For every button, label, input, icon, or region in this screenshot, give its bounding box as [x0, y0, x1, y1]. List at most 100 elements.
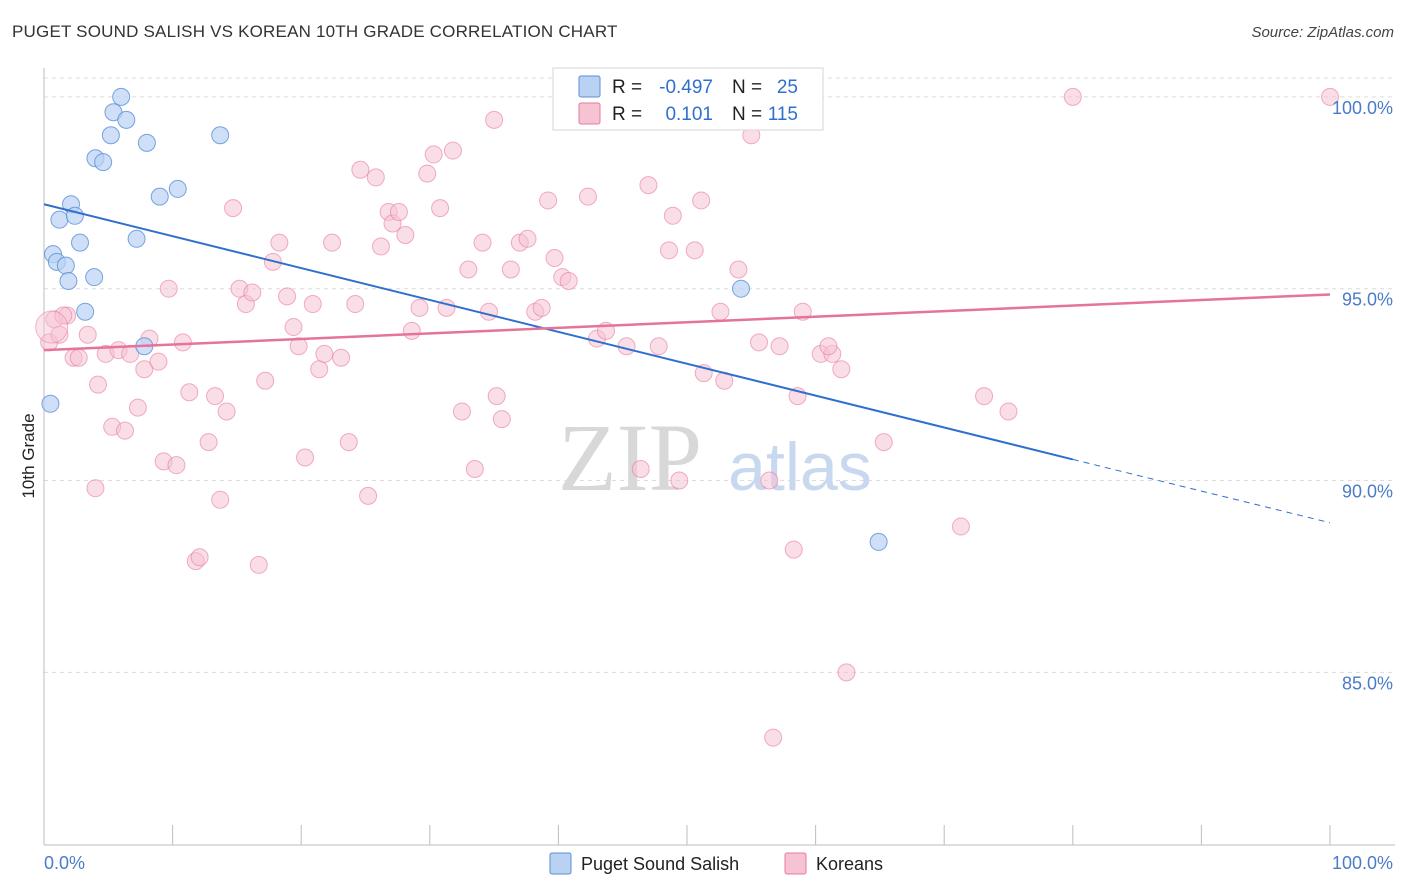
koreans-point — [402, 321, 421, 340]
koreans-point — [173, 333, 192, 352]
koreans-point — [69, 348, 88, 367]
y-axis-label: 10th Grade — [19, 413, 38, 498]
koreans-point — [819, 337, 838, 356]
koreans-point — [211, 490, 230, 509]
puget-sound-salish-point — [56, 256, 75, 275]
koreans-point — [86, 479, 105, 498]
trend-lines — [43, 203, 1331, 524]
koreans-point-large — [35, 310, 69, 344]
puget-sound-salish-point — [117, 110, 136, 129]
correlation-legend: R = -0.497 N = 25 R = 0.101 N = 115 — [552, 67, 824, 131]
koreans-point — [206, 387, 225, 406]
koreans-point — [784, 540, 803, 559]
koreans-point — [371, 237, 390, 256]
koreans-point — [89, 375, 108, 394]
koreans-point — [729, 260, 748, 279]
koreans-point — [303, 295, 322, 314]
legend-swatch-pink — [578, 102, 601, 125]
koreans-point — [545, 248, 564, 267]
series-legend: Puget Sound Salish Koreans — [549, 852, 883, 875]
koreans-point — [159, 279, 178, 298]
legend-swatch-puget — [549, 852, 572, 875]
puget-sound-salish-point — [869, 532, 888, 551]
koreans-point — [135, 360, 154, 379]
legend-n-label-1: N = — [732, 77, 762, 98]
koreans-point — [366, 168, 385, 187]
koreans-point — [465, 460, 484, 479]
koreans-point — [249, 555, 268, 574]
source-label: Source: ZipAtlas.com — [1251, 24, 1394, 41]
koreans-point — [663, 206, 682, 225]
koreans-point — [485, 110, 504, 129]
koreans-point — [487, 387, 506, 406]
puget-sound-salish-point — [150, 187, 169, 206]
legend-r-value-1: -0.497 — [659, 77, 713, 98]
legend-swatch-blue — [578, 75, 601, 98]
koreans-point — [631, 460, 650, 479]
puget-sound-salish-trend-extension — [1072, 458, 1331, 524]
watermark-atlas: atlas — [728, 429, 872, 505]
koreans-point — [649, 337, 668, 356]
koreans-point — [1321, 87, 1339, 106]
koreans-point — [389, 202, 408, 221]
koreans-point — [951, 517, 970, 536]
koreans-point — [760, 471, 779, 490]
y-tick-label: 100.0% — [1332, 98, 1393, 118]
puget-sound-salish-point — [137, 133, 156, 152]
y-tick-labels: 85.0% 90.0% 95.0% 100.0% — [1332, 98, 1393, 693]
koreans-point — [310, 360, 329, 379]
koreans-point — [837, 663, 856, 682]
puget-sound-salish-point — [211, 126, 230, 145]
koreans-point — [685, 241, 704, 260]
puget-sound-salish-points — [41, 87, 888, 551]
x-tick-labels: 0.0% 100.0% — [44, 853, 1393, 873]
koreans-point — [479, 302, 498, 321]
y-tick-label: 90.0% — [1342, 482, 1393, 502]
koreans-point — [323, 233, 342, 252]
koreans-points — [35, 87, 1339, 747]
puget-sound-salish-point — [127, 229, 146, 248]
koreans-point — [770, 337, 789, 356]
legend-r-value-2: 0.101 — [665, 104, 713, 125]
legend-r-label-2: R = — [612, 104, 642, 125]
koreans-point — [78, 325, 97, 344]
koreans-point — [243, 283, 262, 302]
koreans-point — [559, 272, 578, 291]
koreans-point — [359, 486, 378, 505]
koreans-point — [431, 199, 450, 218]
koreans-point — [346, 295, 365, 314]
koreans-point — [339, 433, 358, 452]
legend-swatch-koreans — [784, 852, 807, 875]
koreans-point — [874, 433, 893, 452]
puget-sound-salish-point — [50, 210, 69, 229]
koreans-point — [578, 187, 597, 206]
koreans-point — [750, 333, 769, 352]
koreans-point — [1063, 87, 1082, 106]
puget-sound-salish-point — [59, 272, 78, 291]
koreans-point — [199, 433, 218, 452]
koreans-point — [764, 728, 783, 747]
koreans-point — [492, 410, 511, 429]
chart-title: PUGET SOUND SALISH VS KOREAN 10TH GRADE … — [12, 22, 618, 41]
koreans-point — [711, 302, 730, 321]
koreans-point — [410, 298, 429, 317]
koreans-point — [532, 298, 551, 317]
puget-sound-salish-point — [168, 179, 187, 198]
koreans-point — [256, 371, 275, 390]
koreans-point — [116, 421, 135, 440]
koreans-point — [217, 402, 236, 421]
puget-sound-salish-point — [101, 126, 120, 145]
x-tick-label-max: 100.0% — [1332, 853, 1393, 873]
y-tick-label: 95.0% — [1342, 290, 1393, 310]
watermark: ZIP atlas — [558, 404, 872, 511]
koreans-point — [670, 471, 689, 490]
koreans-point — [639, 176, 658, 195]
koreans-point — [284, 318, 303, 337]
koreans-point — [351, 160, 370, 179]
koreans-point — [128, 398, 147, 417]
koreans-point — [459, 260, 478, 279]
koreans-point — [167, 456, 186, 475]
koreans-trend-line — [43, 293, 1331, 352]
puget-sound-salish-point — [41, 394, 60, 413]
koreans-point — [190, 548, 209, 567]
